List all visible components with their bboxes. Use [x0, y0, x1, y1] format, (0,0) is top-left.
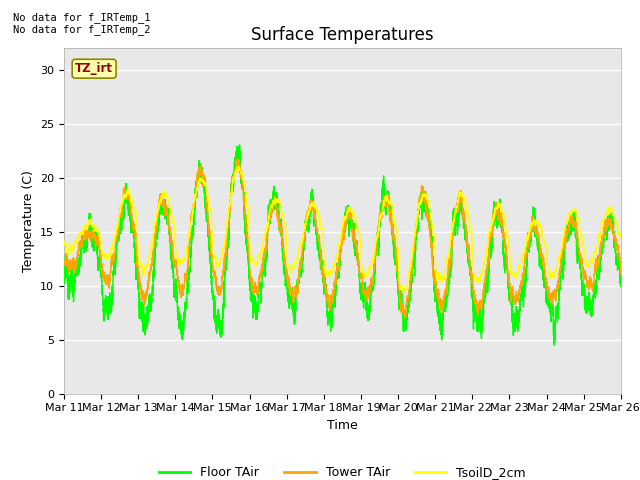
- Line: Floor TAir: Floor TAir: [64, 145, 621, 345]
- TsoilD_2cm: [60, 240, 68, 246]
- Floor TAir: [550, 342, 558, 348]
- TsoilD_2cm: [616, 232, 624, 238]
- Tower TAir: [616, 264, 624, 270]
- Text: No data for f_IRTemp_1
No data for f_IRTemp_2: No data for f_IRTemp_1 No data for f_IRT…: [13, 12, 150, 36]
- Title: Surface Temperatures: Surface Temperatures: [251, 25, 434, 44]
- Floor TAir: [160, 201, 168, 206]
- Floor TAir: [322, 286, 330, 291]
- Floor TAir: [436, 326, 444, 332]
- Y-axis label: Temperature (C): Temperature (C): [22, 170, 35, 272]
- Floor TAir: [467, 280, 475, 286]
- TsoilD_2cm: [468, 230, 476, 236]
- Tower TAir: [160, 203, 168, 209]
- Tower TAir: [499, 231, 507, 237]
- TsoilD_2cm: [400, 289, 408, 295]
- TsoilD_2cm: [436, 275, 444, 280]
- Floor TAir: [616, 267, 624, 273]
- Text: TZ_irt: TZ_irt: [75, 62, 113, 75]
- Tower TAir: [468, 276, 476, 282]
- Tower TAir: [401, 315, 409, 321]
- TsoilD_2cm: [322, 271, 330, 277]
- Tower TAir: [233, 156, 241, 162]
- Tower TAir: [617, 269, 625, 275]
- Floor TAir: [617, 284, 625, 289]
- Line: TsoilD_2cm: TsoilD_2cm: [64, 166, 621, 292]
- Tower TAir: [322, 290, 330, 296]
- TsoilD_2cm: [499, 210, 507, 216]
- Tower TAir: [60, 261, 68, 266]
- Floor TAir: [499, 228, 507, 233]
- Floor TAir: [236, 142, 243, 148]
- X-axis label: Time: Time: [327, 419, 358, 432]
- Line: Tower TAir: Tower TAir: [64, 159, 621, 318]
- Legend: Floor TAir, Tower TAir, TsoilD_2cm: Floor TAir, Tower TAir, TsoilD_2cm: [154, 461, 531, 480]
- TsoilD_2cm: [235, 163, 243, 169]
- Tower TAir: [436, 300, 444, 305]
- TsoilD_2cm: [160, 188, 168, 193]
- TsoilD_2cm: [617, 235, 625, 240]
- Floor TAir: [60, 273, 68, 278]
